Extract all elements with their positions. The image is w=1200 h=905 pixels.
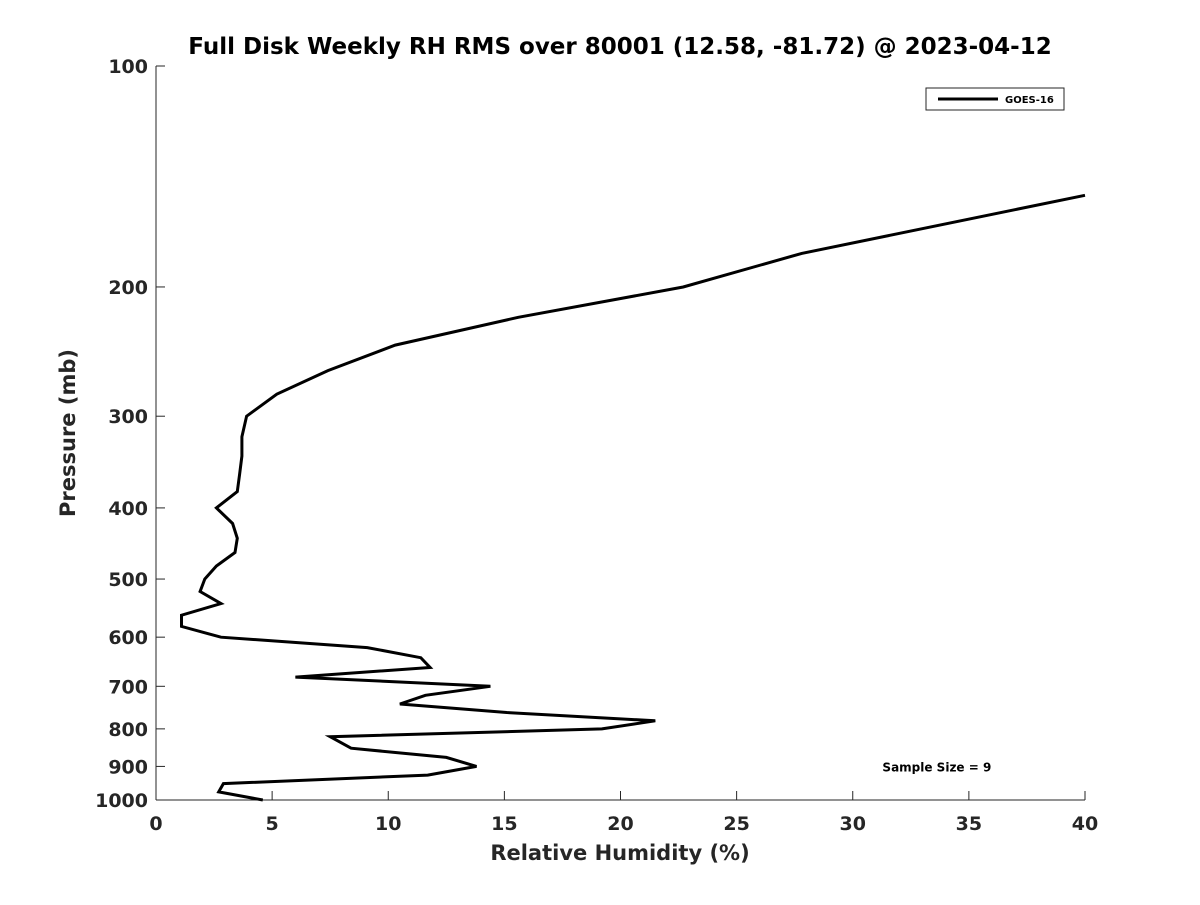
x-tick-label: 20 (607, 813, 633, 835)
y-tick-label: 600 (108, 627, 148, 649)
x-tick-label: 10 (375, 813, 401, 835)
y-tick-label: 300 (108, 406, 148, 428)
legend: GOES-16 (925, 87, 1065, 111)
x-tick-label: 35 (956, 813, 982, 835)
y-tick-label: 700 (108, 676, 148, 698)
y-tick-label: 500 (108, 569, 148, 591)
x-tick-label: 40 (1072, 813, 1098, 835)
y-tick-label: 200 (108, 277, 148, 299)
y-tick-label: 900 (108, 756, 148, 778)
plot-area: 0 5 10 15 20 25 30 35 40 100 200 300 400 500 600 700 800… (95, 56, 1098, 835)
x-tick-label: 30 (840, 813, 866, 835)
y-tick-label: 100 (108, 56, 148, 78)
chart-title: Full Disk Weekly RH RMS over 80001 (12.5… (188, 34, 1051, 60)
series-line-goes-16 (180, 193, 1086, 802)
x-tick-label: 15 (491, 813, 517, 835)
x-tick-label: 25 (723, 813, 749, 835)
y-tick-label: 800 (108, 719, 148, 741)
x-tick-label: 5 (266, 813, 279, 835)
legend-label-goes-16: GOES-16 (1005, 95, 1054, 106)
y-axis-label: Pressure (mb) (56, 349, 80, 517)
y-tick-label: 1000 (95, 790, 148, 812)
x-axis-label: Relative Humidity (%) (490, 841, 749, 865)
x-tick-label: 0 (149, 813, 162, 835)
sample-size-annotation: Sample Size = 9 (882, 760, 991, 774)
y-tick-label: 400 (108, 498, 148, 520)
